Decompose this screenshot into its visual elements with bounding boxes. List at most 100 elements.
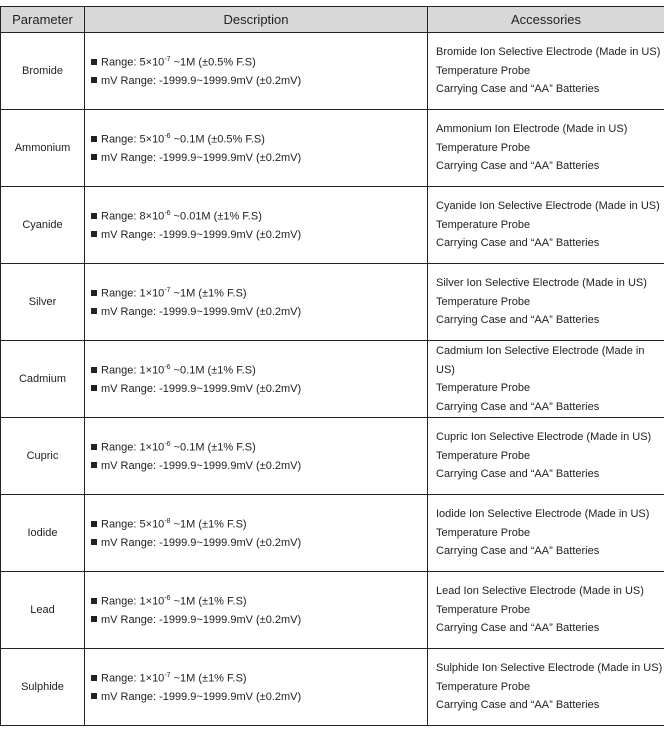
range-exponent: -6 [164,364,171,372]
accessory-item: Carrying Case and “AA” Batteries [436,622,600,635]
accessory-item: Temperature Probe [436,382,531,394]
accessories-cell: Cadmium Ion Selective Electrode (Made in… [427,340,664,418]
accessory-item: Carrying Case and “AA” Batteries [436,237,600,250]
mv-range-text: mV Range: -1999.9~1999.9mV (±0.2mV) [101,537,302,550]
table-row: Iodide Range: 5×10-8 ~1M (±1% F.S) mV Ra… [0,494,664,572]
parameter-cell: Silver [0,263,85,341]
description-cell: Range: 1×10-6 ~0.1M (±1% F.S) mV Range: … [84,340,428,418]
bullet-icon [91,154,97,161]
range-text-end: ~0.1M (±1% F.S) [170,364,256,377]
description-cell: Range: 5×10-6 ~0.1M (±0.5% F.S) mV Range… [84,109,428,187]
range-text-end: ~1M (±0.5% F.S) [170,56,256,69]
mv-range-text: mV Range: -1999.9~1999.9mV (±0.2mV) [101,614,302,627]
range-text: Range: 1×10 [101,672,165,685]
table-row: Lead Range: 1×10-6 ~1M (±1% F.S) mV Rang… [0,571,664,649]
bullet-icon [91,597,97,604]
accessory-item: Temperature Probe [436,603,531,616]
accessory-item: Carrying Case and “AA” Batteries [436,314,600,327]
accessory-item: Bromide Ion Selective Electrode (Made in… [436,46,661,59]
range-exponent: -6 [164,133,171,141]
description-cell: Range: 5×10-8 ~1M (±1% F.S) mV Range: -1… [84,494,428,572]
range-line: Range: 8×10-6 ~0.01M (±1% F.S) [91,205,427,226]
mv-range-text: mV Range: -1999.9~1999.9mV (±0.2mV) [101,75,302,88]
parameter-cell: Bromide [0,32,85,110]
accessory-item: Temperature Probe [436,141,531,154]
mv-range-line: mV Range: -1999.9~1999.9mV (±0.2mV) [91,149,427,168]
bullet-icon [91,58,97,65]
accessory-item: Temperature Probe [436,218,531,231]
range-line: Range: 1×10-6 ~0.1M (±1% F.S) [91,359,427,380]
range-text-end: ~1M (±1% F.S) [170,672,247,685]
range-text: Range: 5×10 [101,133,165,146]
accessories-cell: Iodide Ion Selective Electrode (Made in … [427,494,664,572]
parameter-cell: Lead [0,571,85,649]
accessory-item: Cadmium Ion Selective Electrode (Made in… [436,345,645,376]
mv-range-line: mV Range: -1999.9~1999.9mV (±0.2mV) [91,688,427,707]
range-text: Range: 1×10 [101,595,165,608]
accessory-item: Carrying Case and “AA” Batteries [436,545,600,558]
range-line: Range: 1×10-7 ~1M (±1% F.S) [91,282,427,303]
bullet-icon [91,289,97,296]
table-row: Cupric Range: 1×10-6 ~0.1M (±1% F.S) mV … [0,417,664,495]
range-exponent: -6 [164,595,171,603]
accessories-cell: Sulphide Ion Selective Electrode (Made i… [427,648,664,726]
range-text-end: ~1M (±1% F.S) [170,287,247,300]
range-line: Range: 5×10-7 ~1M (±0.5% F.S) [91,51,427,72]
range-line: Range: 5×10-8 ~1M (±1% F.S) [91,513,427,534]
description-cell: Range: 1×10-7 ~1M (±1% F.S) mV Range: -1… [84,648,428,726]
bullet-icon [91,231,97,238]
range-exponent: -8 [164,518,171,526]
mv-range-line: mV Range: -1999.9~1999.9mV (±0.2mV) [91,534,427,553]
mv-range-line: mV Range: -1999.9~1999.9mV (±0.2mV) [91,226,427,245]
bullet-icon [91,366,97,373]
range-exponent: -7 [164,287,171,295]
spec-table: Parameter Description Accessories Bromid… [0,6,664,726]
bullet-icon [91,539,97,546]
bullet-icon [91,385,97,392]
header-row: Parameter Description Accessories [0,6,664,33]
range-text-end: ~1M (±1% F.S) [170,595,247,608]
bullet-icon [91,212,97,219]
accessory-item: Carrying Case and “AA” Batteries [436,83,600,96]
range-text: Range: 5×10 [101,56,165,69]
bullet-icon [91,77,97,84]
mv-range-text: mV Range: -1999.9~1999.9mV (±0.2mV) [101,229,302,242]
range-text-end: ~1M (±1% F.S) [170,518,247,531]
mv-range-text: mV Range: -1999.9~1999.9mV (±0.2mV) [101,383,302,396]
mv-range-text: mV Range: -1999.9~1999.9mV (±0.2mV) [101,152,302,165]
range-text-end: ~0.1M (±0.5% F.S) [170,133,265,146]
accessories-cell: Silver Ion Selective Electrode (Made in … [427,263,664,341]
accessory-item: Carrying Case and “AA” Batteries [436,160,600,173]
parameter-cell: Ammonium [0,109,85,187]
table-row: Bromide Range: 5×10-7 ~1M (±0.5% F.S) mV… [0,32,664,110]
mv-range-line: mV Range: -1999.9~1999.9mV (±0.2mV) [91,303,427,322]
range-text-end: ~0.01M (±1% F.S) [170,210,262,223]
accessory-item: Ammonium Ion Electrode (Made in US) [436,123,628,136]
accessory-item: Sulphide Ion Selective Electrode (Made i… [436,662,663,675]
header-accessories: Accessories [427,6,664,33]
bullet-icon [91,693,97,700]
bullet-icon [91,616,97,623]
accessories-cell: Bromide Ion Selective Electrode (Made in… [427,32,664,110]
header-description: Description [84,6,428,33]
parameter-cell: Iodide [0,494,85,572]
mv-range-text: mV Range: -1999.9~1999.9mV (±0.2mV) [101,691,302,704]
mv-range-text: mV Range: -1999.9~1999.9mV (±0.2mV) [101,306,302,319]
accessories-cell: Ammonium Ion Electrode (Made in US) Temp… [427,109,664,187]
range-text: Range: 1×10 [101,364,165,377]
mv-range-line: mV Range: -1999.9~1999.9mV (±0.2mV) [91,611,427,630]
range-line: Range: 1×10-6 ~0.1M (±1% F.S) [91,436,427,457]
accessory-item: Temperature Probe [436,526,531,539]
accessory-item: Silver Ion Selective Electrode (Made in … [436,277,647,290]
parameter-cell: Cupric [0,417,85,495]
bullet-icon [91,308,97,315]
range-exponent: -7 [164,56,171,64]
table-row: Cyanide Range: 8×10-6 ~0.01M (±1% F.S) m… [0,186,664,264]
range-text-end: ~0.1M (±1% F.S) [170,441,256,454]
parameter-cell: Sulphide [0,648,85,726]
range-text: Range: 1×10 [101,287,165,300]
accessory-item: Temperature Probe [436,295,531,308]
range-exponent: -6 [164,441,171,449]
range-line: Range: 1×10-7 ~1M (±1% F.S) [91,667,427,688]
mv-range-line: mV Range: -1999.9~1999.9mV (±0.2mV) [91,72,427,91]
